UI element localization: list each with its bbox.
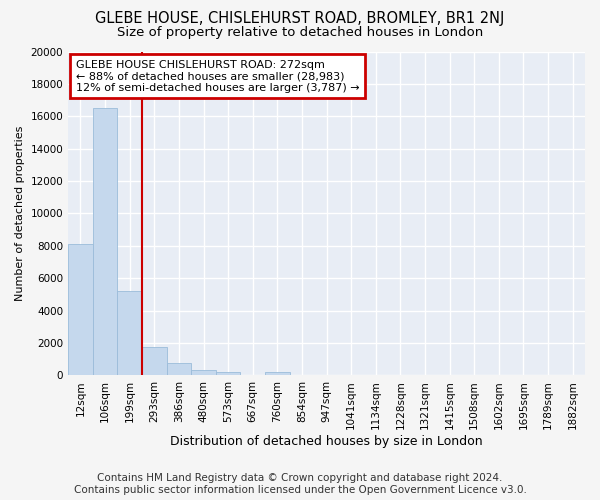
Bar [142, 347, 167, 376]
Text: Size of property relative to detached houses in London: Size of property relative to detached ho… [117, 26, 483, 39]
Text: Contains HM Land Registry data © Crown copyright and database right 2024.
Contai: Contains HM Land Registry data © Crown c… [74, 474, 526, 495]
Bar [118, 291, 142, 376]
Bar [265, 372, 290, 376]
Bar [93, 108, 118, 376]
Y-axis label: Number of detached properties: Number of detached properties [15, 126, 25, 301]
Bar [68, 244, 93, 376]
Text: GLEBE HOUSE CHISLEHURST ROAD: 272sqm
← 88% of detached houses are smaller (28,98: GLEBE HOUSE CHISLEHURST ROAD: 272sqm ← 8… [76, 60, 359, 93]
Bar [216, 372, 241, 376]
Bar [167, 363, 191, 376]
X-axis label: Distribution of detached houses by size in London: Distribution of detached houses by size … [170, 434, 483, 448]
Bar [191, 370, 216, 376]
Text: GLEBE HOUSE, CHISLEHURST ROAD, BROMLEY, BR1 2NJ: GLEBE HOUSE, CHISLEHURST ROAD, BROMLEY, … [95, 12, 505, 26]
